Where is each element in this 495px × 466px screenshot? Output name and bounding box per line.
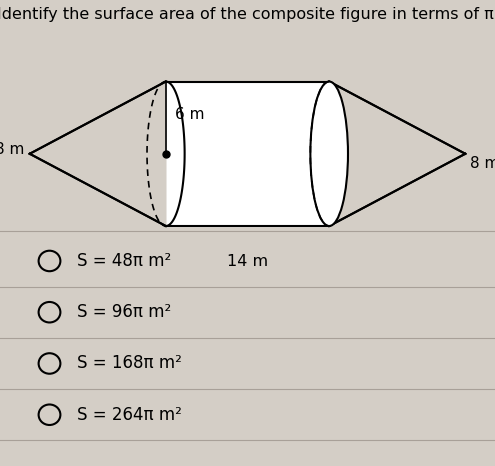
Text: 8 m: 8 m <box>0 142 25 157</box>
Polygon shape <box>329 82 465 226</box>
Polygon shape <box>30 82 166 226</box>
Text: 6 m: 6 m <box>175 107 204 122</box>
Text: S = 96π m²: S = 96π m² <box>77 303 171 321</box>
Text: 8 m: 8 m <box>470 156 495 171</box>
Polygon shape <box>166 82 329 226</box>
Text: S = 264π m²: S = 264π m² <box>77 406 182 424</box>
Text: 14 m: 14 m <box>227 254 268 269</box>
Text: S = 48π m²: S = 48π m² <box>77 252 171 270</box>
Text: Identify the surface area of the composite figure in terms of π.: Identify the surface area of the composi… <box>0 7 495 22</box>
Text: S = 168π m²: S = 168π m² <box>77 355 182 372</box>
Ellipse shape <box>310 82 348 226</box>
